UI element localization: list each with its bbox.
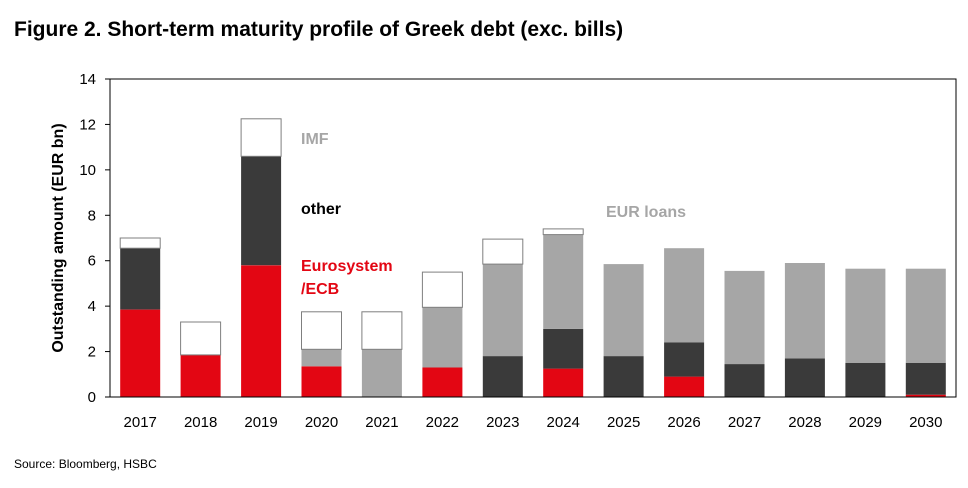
figure-title: Figure 2. Short-term maturity profile of… [14,18,624,41]
annotations-layer: IMF other Eurosystem/ECB EUR loans [301,131,686,298]
y-tick-label: 0 [88,389,96,406]
bar-other-2029 [845,362,886,397]
bar-eur-loans-2023 [482,264,523,357]
bar-other-2024 [543,328,584,369]
source-note: Source: Bloomberg, HSBC [14,457,157,471]
bars-layer [119,118,946,397]
x-axis-ticks: 2017 2018 2019 2020 2021 2022 2023 2024 2025 2026… [124,414,943,431]
bar-eur-loans-2028 [784,263,825,359]
y-tick-label: 10 [79,162,96,179]
y-axis-ticks: 0 2 4 6 8 10 12 14 [79,71,110,406]
y-axis-label: Outstanding amount (EUR bn) [50,123,67,352]
y-tick-label: 2 [88,344,96,361]
bar-eurosystem-ecb-2019 [241,265,282,397]
x-tick-label: 2018 [184,414,217,431]
y-tick-label: 14 [79,71,96,88]
x-tick-label: 2017 [124,414,157,431]
bar-eur-loans-2029 [845,268,886,363]
bar-imf-2024 [542,228,584,236]
bar-imf-2019 [240,118,282,157]
bar-eur-loans-2024 [543,234,584,329]
bar-eur-loans-2027 [724,270,765,364]
annotation-other: other [301,201,341,218]
x-tick-label: 2029 [849,414,882,431]
bar-imf-2017 [119,237,161,249]
bar-imf-2023 [482,238,524,265]
plot-frame [109,78,957,398]
bar-other-2023 [482,356,523,397]
x-tick-label: 2024 [547,414,580,431]
bar-imf-2021 [361,311,403,350]
bar-eur-loans-2030 [905,268,946,363]
bar-other-2026 [664,342,705,377]
bar-imf-2018 [180,321,222,356]
y-tick-label: 8 [88,207,96,224]
bar-eurosystem-ecb-2020 [301,366,342,397]
x-tick-label: 2026 [667,414,700,431]
bar-other-2027 [724,364,765,397]
bar-eur-loans-2020 [301,349,342,367]
bar-eur-loans-2022 [422,307,463,368]
x-tick-label: 2030 [909,414,942,431]
bar-eur-loans-2026 [664,248,705,343]
bar-eurosystem-ecb-2017 [120,309,161,397]
bar-other-2019 [241,156,282,266]
bar-eurosystem-ecb-2022 [422,367,463,397]
bar-eurosystem-ecb-2026 [664,376,705,397]
bar-eurosystem-ecb-2024 [543,368,584,397]
bar-eurosystem-ecb-2018 [180,355,221,397]
x-tick-label: 2025 [607,414,640,431]
x-tick-label: 2020 [305,414,338,431]
bar-other-2028 [784,358,825,397]
x-tick-label: 2023 [486,414,519,431]
bar-imf-2022 [421,271,463,308]
annotation--ecb: /ECB [301,281,339,298]
bar-imf-2020 [301,311,342,350]
x-tick-label: 2028 [788,414,821,431]
annotation-eurosystem: Eurosystem [301,258,393,275]
x-tick-label: 2021 [365,414,398,431]
y-tick-label: 12 [79,116,96,133]
annotation-eur-loans: EUR loans [606,204,686,221]
y-tick-label: 4 [88,298,96,315]
x-tick-label: 2027 [728,414,761,431]
bar-eur-loans-2021 [361,349,402,397]
y-tick-label: 6 [88,253,96,270]
x-tick-label: 2019 [244,414,277,431]
bar-other-2030 [905,362,946,395]
bar-eurosystem-ecb-2030 [905,394,946,397]
bar-eur-loans-2025 [603,264,644,357]
bar-other-2025 [603,356,644,397]
x-tick-label: 2022 [426,414,459,431]
annotation-imf: IMF [301,131,329,148]
bar-other-2017 [120,248,161,310]
